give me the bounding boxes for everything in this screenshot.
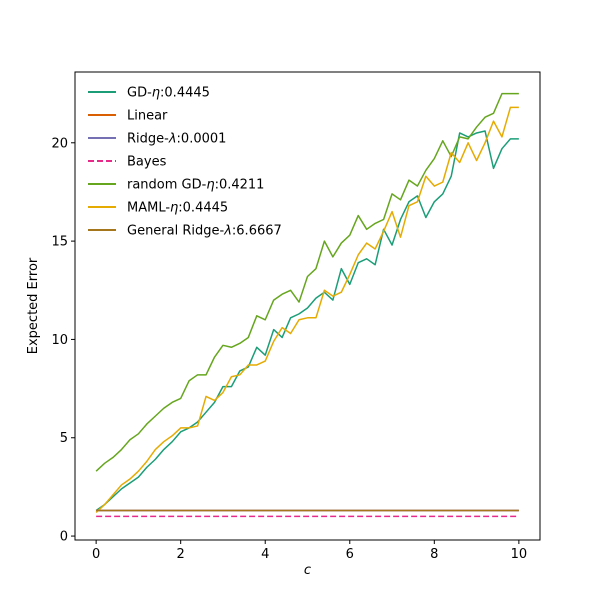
x-tick-label-4: 8: [430, 547, 438, 562]
x-tick-label-2: 4: [261, 547, 269, 562]
y-axis-label: Expected Error: [26, 257, 41, 354]
legend-label-5: MAML-η:0.4445: [127, 201, 228, 216]
y-axis-ticks: 0 5 10 15 20: [51, 136, 75, 545]
legend-label-1: Linear: [127, 109, 168, 124]
x-tick-label-0: 0: [92, 547, 100, 562]
legend-label-3: Bayes: [127, 155, 167, 170]
y-tick-label-1: 5: [60, 431, 68, 446]
x-axis-ticks: 0 2 4 6 8 10: [92, 540, 527, 562]
y-tick-label-3: 15: [51, 235, 68, 250]
y-tick-label-0: 0: [60, 530, 68, 545]
y-tick-label-4: 20: [51, 136, 68, 151]
series-line-0: [95, 130, 519, 512]
legend-label-4: random GD-η:0.4211: [127, 178, 264, 193]
x-tick-label-3: 6: [346, 547, 354, 562]
legend-label-6: General Ridge-λ:6.6667: [127, 224, 282, 239]
plot-lines: [95, 92, 519, 518]
axes-frame: [74, 71, 541, 541]
x-tick-label-5: 10: [511, 547, 528, 562]
legend-label-0: GD-η:0.4445: [127, 86, 210, 101]
series-line-5: [95, 106, 519, 514]
x-tick-label-1: 2: [177, 547, 185, 562]
legend: GD-η:0.4445 Linear Ridge-λ:0.0001 Bayes rand…: [88, 86, 282, 239]
y-tick-label-2: 10: [51, 333, 68, 348]
x-axis-label: c: [304, 563, 311, 578]
series-line-4: [95, 92, 519, 472]
legend-label-2: Ridge-λ:0.0001: [127, 132, 226, 147]
